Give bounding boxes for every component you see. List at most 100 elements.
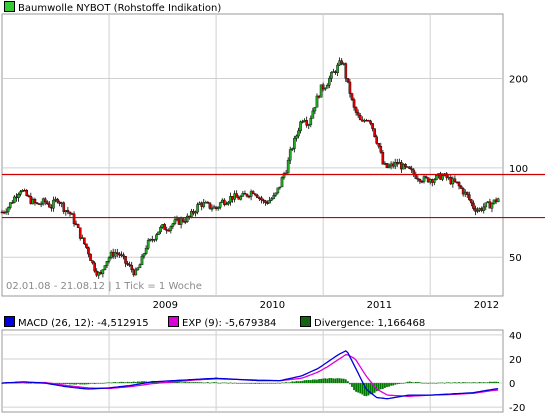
- candle-body: [377, 143, 381, 147]
- candle-body: [262, 199, 265, 202]
- divergence-bar: [392, 383, 395, 386]
- candle-body: [91, 260, 94, 264]
- divergence-bar: [299, 381, 302, 384]
- divergence-bar: [289, 382, 292, 384]
- divergence-bar: [196, 382, 199, 384]
- divergence-bar: [75, 383, 78, 385]
- divergence-bar: [423, 382, 425, 384]
- candle-body: [313, 107, 317, 112]
- divergence-bar: [414, 381, 417, 384]
- candle-body: [369, 120, 372, 124]
- macd-legend-exp: EXP (9): -5,679384: [168, 316, 276, 329]
- candle-body: [66, 210, 70, 213]
- divergence-bar: [73, 383, 75, 385]
- candle-body: [484, 202, 488, 208]
- divergence-bar: [303, 380, 306, 384]
- macd-y-tick-label: -20: [509, 403, 525, 414]
- divergence-bar: [217, 382, 220, 384]
- candle-body: [293, 138, 296, 149]
- divergence-bar: [454, 382, 456, 384]
- candle-body: [247, 195, 251, 198]
- candle-body: [278, 186, 282, 189]
- candle-body: [173, 219, 177, 224]
- candle-body: [190, 210, 193, 218]
- divergence-bar: [198, 382, 201, 384]
- divergence-bar: [141, 381, 143, 384]
- candle-body: [202, 202, 206, 207]
- divergence-bar: [128, 382, 131, 384]
- divergence-bar: [472, 382, 475, 384]
- divergence-bar: [178, 382, 180, 384]
- divergence-bar: [186, 382, 189, 384]
- divergence-bar: [194, 382, 197, 384]
- divergence-bar: [97, 383, 100, 384]
- candle-body: [465, 191, 469, 195]
- candle-body: [126, 263, 129, 265]
- divergence-bar: [225, 382, 228, 384]
- divergence-bar: [451, 382, 454, 384]
- divergence-bar: [361, 383, 364, 395]
- divergence-bar: [116, 382, 119, 384]
- divergence-bar: [281, 382, 283, 384]
- divergence-bar: [285, 382, 287, 384]
- candle-body: [89, 253, 92, 261]
- candle-body: [282, 173, 286, 178]
- divergence-bar: [62, 383, 65, 385]
- candle-body: [153, 239, 156, 241]
- divergence-bar: [274, 383, 277, 384]
- candle-body: [56, 198, 59, 203]
- candle-body: [323, 87, 327, 90]
- divergence-bar: [192, 382, 195, 384]
- candle-body: [83, 237, 86, 245]
- divergence-bar: [184, 381, 187, 384]
- candle-body: [321, 84, 325, 90]
- candle-body: [239, 196, 243, 200]
- divergence-bar: [480, 382, 483, 384]
- divergence-bar: [371, 383, 374, 394]
- divergence-bar: [491, 381, 493, 384]
- divergence-bar: [311, 379, 314, 384]
- candle-body: [39, 203, 43, 206]
- macd-y-tick-label: 40: [509, 331, 522, 342]
- candle-body: [163, 224, 166, 230]
- candle-body: [311, 110, 315, 119]
- macd-y-tick-label: 0: [509, 379, 515, 390]
- divergence-bar: [235, 383, 238, 384]
- candle-body: [393, 162, 397, 167]
- divergence-bar: [266, 383, 269, 384]
- divergence-bar: [38, 383, 40, 384]
- divergence-bar: [108, 382, 110, 384]
- divergence-bar: [134, 381, 137, 384]
- candle-body: [140, 255, 144, 265]
- divergence-bar: [381, 383, 384, 389]
- divergence-bar: [462, 382, 465, 384]
- divergence-bar: [283, 382, 285, 384]
- divergence-bar: [213, 382, 215, 384]
- main-plot-frame: [1, 13, 504, 297]
- divergence-bar: [260, 383, 263, 384]
- candle-body: [435, 175, 438, 180]
- divergence-bar: [60, 383, 63, 384]
- candle-body: [346, 78, 350, 83]
- candle-body: [379, 146, 383, 153]
- divergence-bar: [419, 382, 421, 384]
- candle-body: [470, 199, 473, 204]
- divergence-bar: [377, 383, 380, 391]
- candle-body: [270, 198, 273, 201]
- divergence-bar: [359, 383, 362, 394]
- divergence-bar: [478, 381, 481, 384]
- divergence-bar: [309, 380, 312, 384]
- divergence-bar: [464, 382, 467, 384]
- divergence-bar: [1, 382, 3, 384]
- candle-body: [87, 247, 90, 255]
- divergence-bar: [342, 378, 345, 384]
- divergence-bar: [244, 383, 246, 384]
- candle-body: [169, 226, 173, 231]
- divergence-legend-label: Divergence: 1,166468: [314, 318, 426, 329]
- candle-body: [251, 191, 255, 194]
- candle-body: [476, 210, 479, 212]
- divergence-bar: [435, 383, 438, 384]
- divergence-bar: [305, 380, 308, 384]
- candle-body: [468, 194, 471, 200]
- candle-body: [385, 163, 389, 168]
